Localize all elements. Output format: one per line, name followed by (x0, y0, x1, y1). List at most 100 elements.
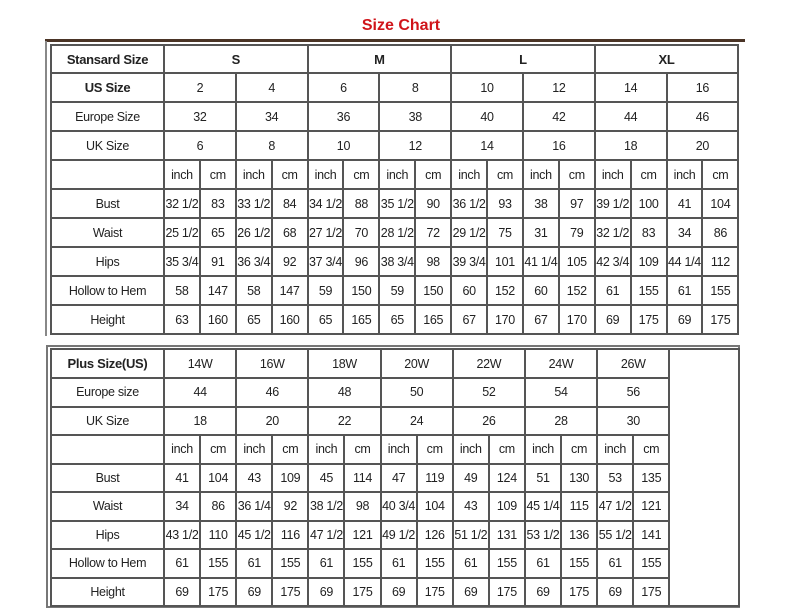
measurement-row: Hollow to Hem 58 147 58 147 59 150 59 150 60 152 60… (50, 275, 740, 306)
measurement-cell: 41 (162, 462, 202, 493)
measurement-cell: 45 (307, 462, 346, 493)
uk-size-cell: 18 (593, 130, 668, 161)
row-label: UK Size (50, 130, 165, 161)
measurement-cell: 67 (521, 304, 560, 335)
uk-size-cell: 20 (235, 405, 310, 436)
measurement-row: Hollow to Hem 61 155 61 155 61 155 61 155 61 155 61… (50, 548, 739, 579)
measurement-cell: 28 1/2 (378, 217, 417, 248)
measurement-cell: 83 (198, 188, 237, 219)
measurement-row: Height 69 175 69 175 69 175 69 175 69 175 69 175 69 17… (50, 576, 739, 607)
measurement-cell: 61 (162, 548, 202, 579)
measurement-cell: 104 (415, 491, 454, 522)
row-label: Waist (50, 217, 165, 248)
measurement-cell: 61 (593, 275, 632, 306)
us-size-cell: 6 (306, 72, 381, 103)
measurement-cell: 84 (270, 188, 309, 219)
measurement-cell: 86 (701, 217, 740, 248)
measurement-cell: 130 (560, 462, 599, 493)
measurement-cell: 147 (198, 275, 237, 306)
europe-size-cell: 38 (378, 101, 453, 132)
us-size-cell: 2 (163, 72, 237, 103)
measurement-cell: 79 (557, 217, 596, 248)
measurement-cell: 49 1/2 (379, 519, 418, 550)
us-size-cell: 8 (378, 72, 453, 103)
measurement-cell: 92 (271, 491, 310, 522)
measurement-cell: 58 (163, 275, 201, 306)
measurement-cell: 152 (486, 275, 524, 306)
measurement-cell: 36 1/2 (450, 188, 489, 219)
unit-cm: cm (199, 434, 238, 465)
measurement-cell: 29 1/2 (450, 217, 489, 248)
row-label: Europe Size (50, 101, 165, 132)
measurement-cell: 32 1/2 (593, 217, 632, 248)
measurement-cell: 72 (414, 217, 453, 248)
unit-inch: inch (665, 159, 704, 190)
measurement-cell: 61 (451, 548, 490, 579)
unit-cm: cm (560, 434, 599, 465)
measurement-cell: 39 3/4 (450, 246, 489, 277)
plus-size-cell: 16W (235, 348, 310, 379)
measurement-cell: 38 1/2 (307, 491, 346, 522)
unit-cm: cm (557, 159, 596, 190)
plus-size-table: Plus Size(US) 14W 16W 18W 20W 22W 24W 26W Europe… (50, 348, 741, 607)
measurement-cell: 119 (415, 462, 454, 493)
measurement-cell: 60 (521, 275, 560, 306)
us-size-row: US Size 2 4 6 8 10 12 14 16 (50, 72, 740, 103)
uk-size-row: UK Size 18 20 22 24 26 28 30 (50, 405, 739, 436)
us-size-cell: 12 (521, 72, 596, 103)
measurement-cell: 112 (701, 246, 740, 277)
measurement-cell: 49 (451, 462, 490, 493)
europe-size-row: Europe size 44 46 48 50 52 54 56 (50, 377, 739, 408)
measurement-cell: 175 (560, 576, 599, 607)
measurement-cell: 110 (199, 519, 238, 550)
measurement-cell: 86 (199, 491, 238, 522)
measurement-cell: 91 (198, 246, 237, 277)
measurement-row: Hips 43 1/2 110 45 1/2 116 47 1/2 121 49 1/2 126… (50, 519, 739, 550)
measurement-cell: 69 (451, 576, 490, 607)
measurement-cell: 155 (415, 548, 454, 579)
measurement-cell: 116 (271, 519, 310, 550)
measurement-cell: 109 (487, 491, 526, 522)
measurement-cell: 155 (343, 548, 382, 579)
measurement-cell: 47 1/2 (596, 491, 635, 522)
measurement-cell: 42 3/4 (593, 246, 632, 277)
unit-cm: cm (343, 434, 382, 465)
header-row: Stansard Size S M L XL (50, 44, 740, 74)
measurement-cell: 39 1/2 (593, 188, 632, 219)
measurement-cell: 93 (486, 188, 524, 219)
row-label: Waist (50, 491, 165, 522)
size-group-header: XL (593, 44, 740, 74)
unit-inch: inch (596, 434, 635, 465)
measurement-cell: 67 (450, 304, 489, 335)
empty-cell (668, 348, 741, 607)
measurement-cell: 65 (234, 304, 273, 335)
us-size-cell: 14 (593, 72, 668, 103)
europe-size-cell: 50 (379, 377, 454, 408)
page-title: Size Chart (361, 17, 441, 34)
measurement-cell: 36 3/4 (234, 246, 273, 277)
measurement-cell: 69 (307, 576, 346, 607)
measurement-cell: 69 (235, 576, 274, 607)
europe-size-cell: 46 (665, 101, 740, 132)
measurement-cell: 83 (629, 217, 668, 248)
measurement-cell: 31 (521, 217, 560, 248)
row-label: US Size (50, 72, 165, 103)
measurement-cell: 97 (557, 188, 596, 219)
measurement-cell: 61 (235, 548, 274, 579)
unit-inch: inch (307, 434, 346, 465)
measurement-cell: 43 (451, 491, 490, 522)
measurement-cell: 69 (593, 304, 632, 335)
measurement-cell: 155 (560, 548, 599, 579)
measurement-cell: 40 3/4 (379, 491, 418, 522)
size-group-header: S (163, 44, 309, 74)
measurement-cell: 44 1/4 (665, 246, 704, 277)
measurement-cell: 152 (557, 275, 596, 306)
measurement-cell: 175 (629, 304, 668, 335)
europe-size-cell: 34 (234, 101, 309, 132)
measurement-cell: 98 (414, 246, 453, 277)
unit-cm: cm (701, 159, 740, 190)
measurement-cell: 65 (198, 217, 237, 248)
measurement-cell: 135 (632, 462, 671, 493)
row-label: Height (50, 576, 165, 607)
uk-size-cell: 24 (379, 405, 454, 436)
